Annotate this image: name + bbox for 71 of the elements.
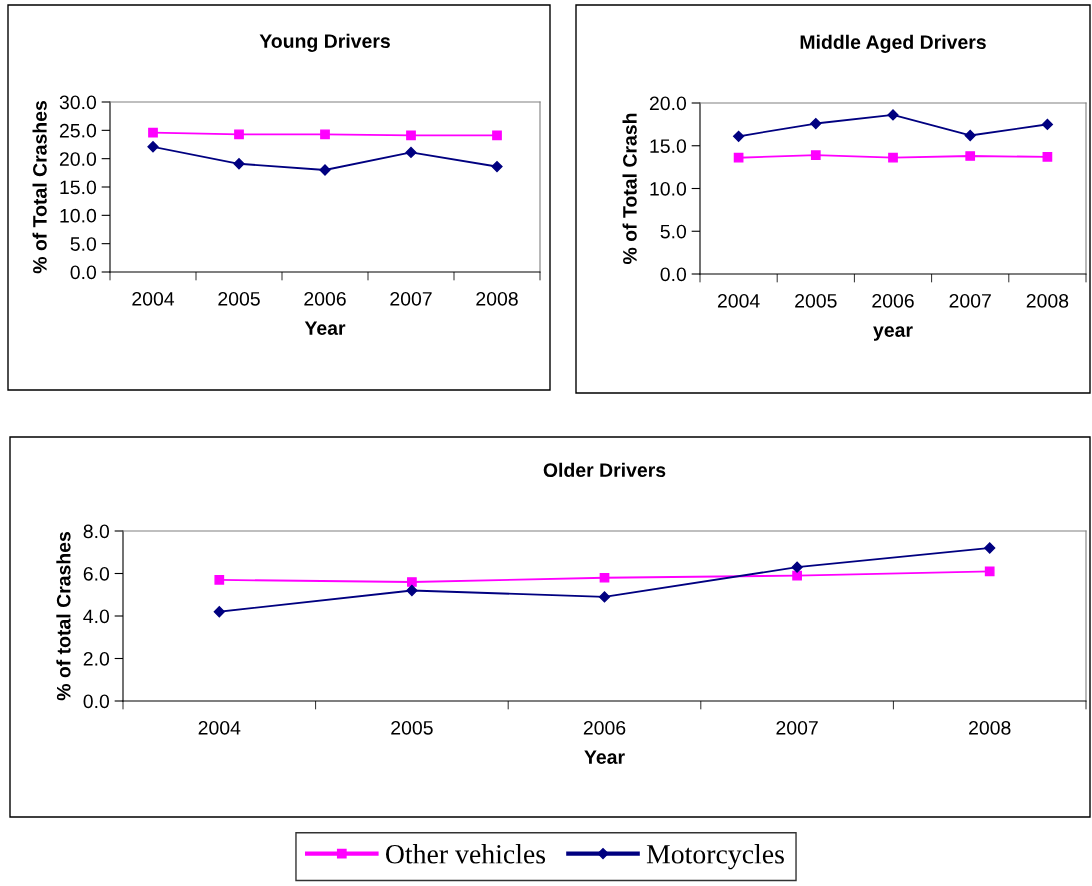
point [984,542,996,554]
y-tick-label: 30.0 [59,95,97,110]
x-axis-title: year [873,326,913,341]
y-tick-label: 10.0 [650,181,687,196]
x-axis-title: Year [304,321,346,335]
point [234,129,244,140]
point [732,130,745,142]
y-axis-title: % of Total Crash [622,113,637,264]
y-tick-label: 4.0 [83,609,110,624]
x-tick-label: 2007 [390,291,432,306]
x-tick-label: 2008 [969,720,1011,735]
point [1042,152,1053,162]
chart-title: Middle Aged Drivers [800,34,986,53]
x-axis-title: Year [584,750,625,764]
x-tick-label: 2006 [304,291,346,306]
point [491,160,503,173]
y-tick-label: 0.0 [660,267,687,282]
point [406,130,416,141]
point [792,570,802,581]
point [492,130,502,141]
x-tick-label: 2005 [795,293,837,308]
x-tick-label: 2004 [717,293,760,308]
y-tick-label: 6.0 [83,566,110,581]
x-tick-label: 2008 [1026,293,1069,308]
y-tick-label: 20.0 [59,152,97,166]
y-tick-label: 15.0 [60,180,97,195]
legend-label: Other vehicles [386,844,546,864]
point [791,561,803,573]
x-tick-label: 2004 [132,291,175,306]
point [598,591,611,603]
point [964,129,976,142]
x-tick-label: 2008 [476,291,518,306]
chart-title: Young Drivers [259,33,390,52]
y-tick-label: 2.0 [83,651,110,666]
point [407,577,417,587]
point [213,606,225,618]
x-tick-label: 2005 [391,720,433,735]
y-tick-label: 10.0 [60,208,97,223]
y-axis-title: % of total Crashes [56,531,71,701]
point [320,129,330,140]
point [965,151,976,161]
x-tick-label: 2004 [198,720,241,735]
point [984,566,995,577]
x-tick-label: 2007 [776,720,818,735]
point [233,158,245,170]
point [888,152,898,163]
y-tick-label: 15.0 [650,139,687,153]
y-tick-label: 5.0 [660,224,687,239]
y-tick-label: 8.0 [83,524,110,539]
x-tick-label: 2007 [949,293,991,308]
point [405,146,417,159]
y-axis-title: % of Total Crashes [32,100,47,274]
x-tick-label: 2006 [583,720,626,735]
y-tick-label: 5.0 [70,237,97,251]
point [406,584,418,597]
x-tick-label: 2006 [872,293,914,308]
y-tick-label: 25.0 [59,123,97,138]
point [148,127,158,138]
point [733,152,744,163]
legend-label: Motorcycles [646,844,784,870]
y-tick-label: 0.0 [70,265,97,280]
y-tick-label: 0.0 [83,694,110,709]
chart-title: Older Drivers [543,462,666,478]
x-tick-label: 2005 [218,291,260,306]
y-tick-label: 20.0 [649,96,687,111]
point [810,117,822,130]
point [810,150,821,161]
point [1041,118,1054,130]
point [214,575,225,585]
point [599,572,610,583]
point [147,141,159,153]
